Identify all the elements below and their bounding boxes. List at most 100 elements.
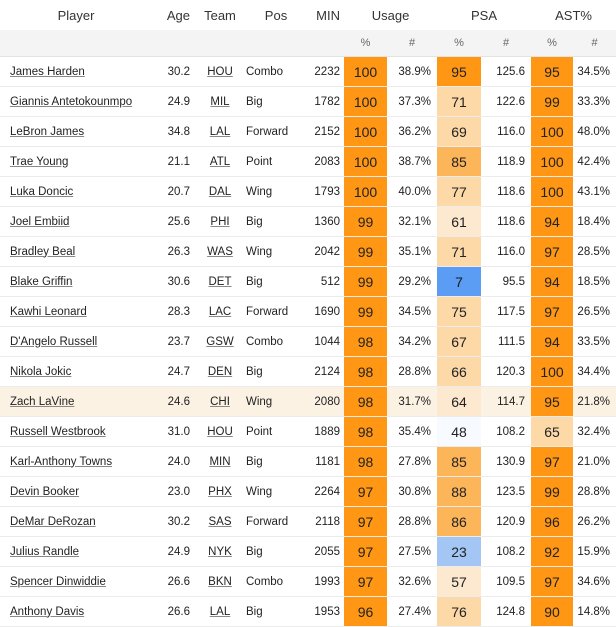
team-link-text[interactable]: HOU (207, 65, 233, 78)
player-name[interactable]: Nikola Jokic (0, 356, 152, 387)
team-link-text[interactable]: PHI (210, 215, 230, 228)
team-link[interactable]: MIN (194, 446, 246, 477)
col-header-team[interactable]: Team (204, 7, 236, 23)
team-link[interactable]: BKN (194, 566, 246, 597)
team-link-text[interactable]: DEN (207, 365, 233, 378)
team-link[interactable]: DAL (194, 176, 246, 207)
team-link-text[interactable]: WAS (207, 245, 233, 258)
player-name[interactable]: Bradley Beal (0, 236, 152, 267)
team-link[interactable]: PHX (194, 476, 246, 507)
player-name[interactable]: DeMar DeRozan (0, 506, 152, 537)
usage-pct-subheader[interactable]: % (344, 30, 387, 57)
player-name[interactable]: Karl-Anthony Towns (0, 446, 152, 477)
col-header-psa[interactable]: PSA (471, 7, 498, 23)
player-name[interactable]: Russell Westbrook (0, 416, 152, 447)
usage-num-subheader[interactable]: # (387, 30, 438, 57)
player-name-text[interactable]: Bradley Beal (10, 245, 76, 258)
team-link[interactable]: DET (194, 266, 246, 297)
team-link[interactable]: CHI (194, 386, 246, 417)
psa-pct-subheader[interactable]: % (437, 30, 482, 57)
ast-pct-subheader[interactable]: % (531, 30, 574, 57)
team-link[interactable]: DEN (194, 356, 246, 387)
team-link-text[interactable]: DET (208, 275, 232, 288)
player-name-text[interactable]: Spencer Dinwiddie (10, 575, 106, 588)
age-cell: 30.2 (152, 56, 194, 87)
team-link[interactable]: HOU (194, 416, 246, 447)
player-name[interactable]: Giannis Antetokounmpo (0, 86, 152, 117)
ast-value: 33.3% (573, 86, 616, 117)
age-cell: 31.0 (152, 416, 194, 447)
team-link-text[interactable]: MIN (209, 455, 231, 468)
player-name-text[interactable]: Karl-Anthony Towns (10, 455, 113, 468)
team-link-text[interactable]: LAL (209, 125, 231, 138)
col-header-player[interactable]: Player (57, 7, 95, 23)
col-header-usage[interactable]: Usage (371, 7, 410, 23)
team-link[interactable]: LAC (194, 296, 246, 327)
team-link[interactable]: NYK (194, 536, 246, 567)
player-name-text[interactable]: Nikola Jokic (10, 365, 72, 378)
player-name-text[interactable]: Zach LaVine (10, 395, 75, 408)
team-link-text[interactable]: LAL (209, 605, 231, 618)
team-link-text[interactable]: GSW (206, 335, 234, 348)
col-header-pos[interactable]: Pos (264, 7, 288, 23)
player-name[interactable]: Joel Embiid (0, 206, 152, 237)
player-name[interactable]: Blake Griffin (0, 266, 152, 297)
player-name[interactable]: Julius Randle (0, 536, 152, 567)
ast-percentile: 99 (531, 86, 574, 117)
ast-value: 14.8% (573, 596, 616, 627)
player-name[interactable]: Devin Booker (0, 476, 152, 507)
player-name[interactable]: Zach LaVine (0, 386, 152, 417)
team-link[interactable]: ATL (194, 146, 246, 177)
usage-percentile: 98 (344, 446, 387, 477)
player-name[interactable]: D'Angelo Russell (0, 326, 152, 357)
team-link-text[interactable]: MIL (210, 95, 230, 108)
player-name[interactable]: Trae Young (0, 146, 152, 177)
team-link[interactable]: LAL (194, 116, 246, 147)
player-name-text[interactable]: D'Angelo Russell (10, 335, 98, 348)
player-name-text[interactable]: Devin Booker (10, 485, 80, 498)
player-name-text[interactable]: Anthony Davis (10, 605, 85, 618)
player-name-text[interactable]: Julius Randle (10, 545, 80, 558)
usage-percentile: 97 (344, 566, 387, 597)
col-header-min[interactable]: MIN (316, 7, 340, 23)
player-name[interactable]: Luka Doncic (0, 176, 152, 207)
team-link-text[interactable]: SAS (208, 515, 232, 528)
player-name-text[interactable]: Luka Doncic (10, 185, 74, 198)
player-name[interactable]: Anthony Davis (0, 596, 152, 627)
player-name-text[interactable]: Trae Young (10, 155, 69, 168)
player-name[interactable]: LeBron James (0, 116, 152, 147)
team-link-text[interactable]: PHX (208, 485, 232, 498)
team-link-text[interactable]: HOU (207, 425, 233, 438)
player-name[interactable]: James Harden (0, 56, 152, 87)
col-header-ast[interactable]: AST% (555, 7, 592, 23)
player-name-text[interactable]: Joel Embiid (10, 215, 70, 228)
team-link[interactable]: LAL (194, 596, 246, 627)
minutes-cell: 1953 (306, 596, 344, 627)
team-link[interactable]: WAS (194, 236, 246, 267)
player-name-text[interactable]: Blake Griffin (10, 275, 73, 288)
team-link-text[interactable]: ATL (209, 155, 231, 168)
player-name-text[interactable]: Kawhi Leonard (10, 305, 87, 318)
team-link[interactable]: PHI (194, 206, 246, 237)
team-link-text[interactable]: DAL (208, 185, 232, 198)
player-name-text[interactable]: DeMar DeRozan (10, 515, 96, 528)
ast-value: 32.4% (573, 416, 616, 447)
psa-num-subheader[interactable]: # (481, 30, 532, 57)
team-link-text[interactable]: CHI (210, 395, 230, 408)
team-link[interactable]: MIL (194, 86, 246, 117)
team-link[interactable]: SAS (194, 506, 246, 537)
col-header-age[interactable]: Age (166, 7, 190, 23)
ast-num-subheader[interactable]: # (573, 30, 616, 57)
team-link-text[interactable]: NYK (208, 545, 232, 558)
team-link[interactable]: GSW (194, 326, 246, 357)
team-link[interactable]: HOU (194, 56, 246, 87)
player-name-text[interactable]: James Harden (10, 65, 85, 78)
team-link-text[interactable]: BKN (208, 575, 232, 588)
player-name[interactable]: Spencer Dinwiddie (0, 566, 152, 597)
player-name-text[interactable]: Russell Westbrook (10, 425, 106, 438)
player-name-text[interactable]: LeBron James (10, 125, 85, 138)
team-link-text[interactable]: LAC (208, 305, 232, 318)
player-name-text[interactable]: Giannis Antetokounmpo (10, 95, 133, 108)
age-cell: 20.7 (152, 176, 194, 207)
player-name[interactable]: Kawhi Leonard (0, 296, 152, 327)
